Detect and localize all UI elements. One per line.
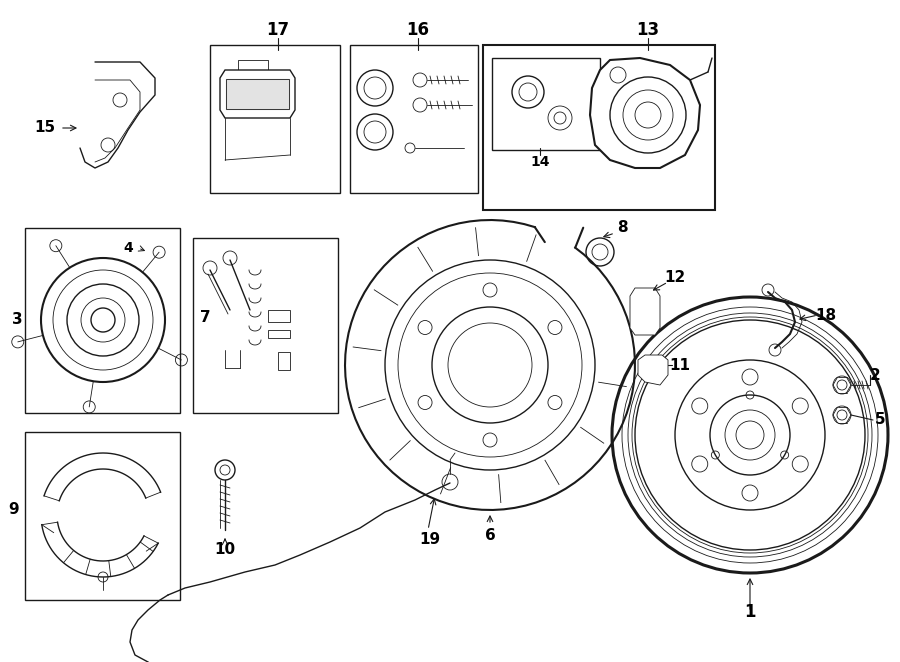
Text: 19: 19 xyxy=(419,532,441,547)
Text: 18: 18 xyxy=(815,308,837,322)
Text: 6: 6 xyxy=(484,528,495,542)
Text: 9: 9 xyxy=(9,502,19,518)
Bar xyxy=(25,432,180,600)
Bar xyxy=(350,45,478,193)
Bar xyxy=(268,310,290,322)
Text: 17: 17 xyxy=(266,21,290,39)
Polygon shape xyxy=(590,58,700,168)
Polygon shape xyxy=(638,355,668,385)
Text: 8: 8 xyxy=(616,220,627,236)
Text: 4: 4 xyxy=(123,241,133,255)
Text: 13: 13 xyxy=(636,21,660,39)
Bar xyxy=(25,228,180,413)
Text: 7: 7 xyxy=(200,310,211,326)
Polygon shape xyxy=(226,79,289,109)
Bar xyxy=(483,45,715,210)
Text: 2: 2 xyxy=(869,367,880,383)
Bar xyxy=(268,330,290,338)
Bar xyxy=(278,352,290,370)
Text: 14: 14 xyxy=(530,155,550,169)
Text: 15: 15 xyxy=(34,120,56,136)
Bar xyxy=(193,238,338,413)
Text: 10: 10 xyxy=(214,542,236,557)
Polygon shape xyxy=(220,70,295,118)
Polygon shape xyxy=(630,288,660,335)
Bar xyxy=(492,58,600,150)
Text: 5: 5 xyxy=(875,412,886,428)
Text: 11: 11 xyxy=(670,357,690,373)
Text: 3: 3 xyxy=(12,312,22,328)
Bar xyxy=(210,45,340,193)
Text: 16: 16 xyxy=(407,21,429,39)
Text: 1: 1 xyxy=(744,603,756,621)
Text: 12: 12 xyxy=(664,271,686,285)
